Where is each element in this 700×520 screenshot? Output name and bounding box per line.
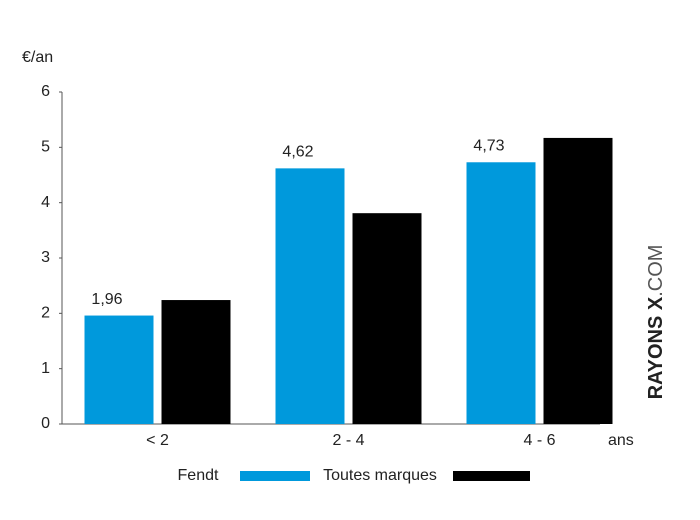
bar bbox=[352, 213, 422, 424]
value-label: 4,62 bbox=[282, 144, 313, 161]
x-tick-label: 4 - 6 bbox=[523, 432, 555, 449]
legend-swatch bbox=[453, 471, 530, 481]
value-label: 1,96 bbox=[91, 291, 122, 308]
y-tick-label: 6 bbox=[41, 83, 50, 100]
bar bbox=[466, 162, 536, 425]
bar bbox=[543, 137, 613, 424]
y-tick-label: 2 bbox=[41, 305, 50, 322]
y-tick-label: 3 bbox=[41, 249, 50, 266]
x-tick-label: 2 - 4 bbox=[332, 432, 364, 449]
y-tick-label: 1 bbox=[41, 360, 50, 377]
bar bbox=[161, 300, 231, 424]
watermark-bold: RAYONS X bbox=[645, 296, 667, 399]
legend-swatch bbox=[240, 471, 310, 481]
y-axis-label: €/an bbox=[22, 49, 53, 66]
y-tick-label: 0 bbox=[41, 415, 50, 432]
legend-label: Fendt bbox=[178, 467, 219, 484]
value-label: 4,73 bbox=[473, 137, 504, 154]
y-tick-label: 5 bbox=[41, 139, 50, 156]
y-tick-label: 4 bbox=[41, 194, 50, 211]
x-axis-label: ans bbox=[608, 432, 634, 449]
legend-label: Toutes marques bbox=[323, 467, 437, 484]
watermark: RAYONS X.COM bbox=[645, 245, 667, 400]
x-tick-label: < 2 bbox=[146, 432, 169, 449]
watermark-light: .COM bbox=[645, 245, 667, 297]
bar bbox=[275, 168, 345, 424]
bar bbox=[84, 315, 154, 424]
